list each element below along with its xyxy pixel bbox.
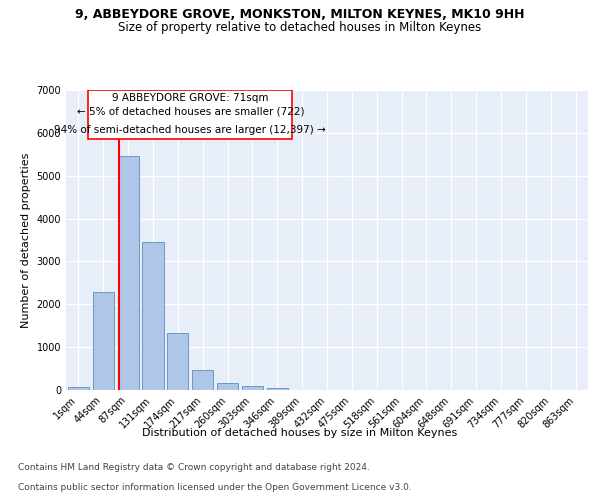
Text: 94% of semi-detached houses are larger (12,397) →: 94% of semi-detached houses are larger (… <box>55 125 326 135</box>
Text: Contains public sector information licensed under the Open Government Licence v3: Contains public sector information licen… <box>18 484 412 492</box>
Bar <box>167 334 188 390</box>
Bar <box>242 386 263 390</box>
Bar <box>93 292 114 390</box>
Text: Distribution of detached houses by size in Milton Keynes: Distribution of detached houses by size … <box>142 428 458 438</box>
Text: ← 5% of detached houses are smaller (722): ← 5% of detached houses are smaller (722… <box>77 107 304 117</box>
Bar <box>192 370 213 390</box>
Bar <box>142 242 164 390</box>
Text: Size of property relative to detached houses in Milton Keynes: Size of property relative to detached ho… <box>118 21 482 34</box>
Bar <box>267 388 288 390</box>
Text: 9 ABBEYDORE GROVE: 71sqm: 9 ABBEYDORE GROVE: 71sqm <box>112 92 269 102</box>
Bar <box>217 383 238 390</box>
Bar <box>68 386 89 390</box>
Y-axis label: Number of detached properties: Number of detached properties <box>21 152 31 328</box>
Text: 9, ABBEYDORE GROVE, MONKSTON, MILTON KEYNES, MK10 9HH: 9, ABBEYDORE GROVE, MONKSTON, MILTON KEY… <box>75 8 525 20</box>
Text: Contains HM Land Registry data © Crown copyright and database right 2024.: Contains HM Land Registry data © Crown c… <box>18 464 370 472</box>
FancyBboxPatch shape <box>88 90 292 140</box>
Bar <box>118 156 139 390</box>
